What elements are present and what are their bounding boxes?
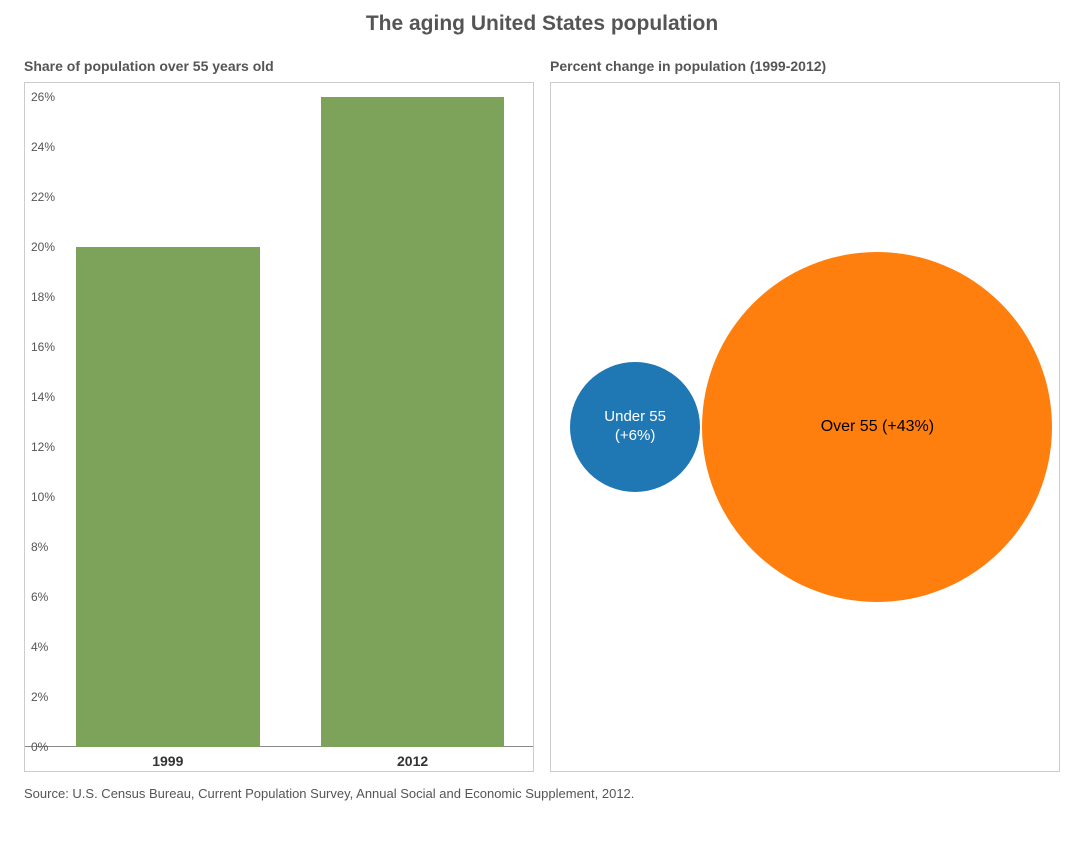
- bar-chart-y-tick: 6%: [31, 590, 48, 604]
- bar-chart-box: 0% 2% 4% 6% 8% 10% 12% 14% 16% 18% 20% 22% 24% 26% 199…: [24, 82, 534, 772]
- bar-chart-title: Share of population over 55 years old: [24, 58, 534, 74]
- bar-chart-y-tick: 22%: [31, 190, 55, 204]
- bar-chart-y-tick: 2%: [31, 690, 48, 704]
- bar-chart-y-tick: 26%: [31, 90, 55, 104]
- bar-chart-y-tick: 10%: [31, 490, 55, 504]
- bubble-chart-title: Percent change in population (1999-2012): [550, 58, 1060, 74]
- bar-chart-y-tick: 18%: [31, 290, 55, 304]
- bar-chart-y-tick: 12%: [31, 440, 55, 454]
- bar-chart-y-tick: 24%: [31, 140, 55, 154]
- bar-chart-y-tick: 8%: [31, 540, 48, 554]
- bubble-label: Over 55 (+43%): [821, 417, 934, 437]
- bar-chart-y-tick: 0%: [31, 740, 48, 754]
- bar-chart-y-tick: 16%: [31, 340, 55, 354]
- bar-chart-y-tick: 14%: [31, 390, 55, 404]
- bar: [321, 97, 505, 747]
- bubble-chart-area: Under 55(+6%) Over 55 (+43%): [551, 83, 1059, 771]
- bubble-chart-panel: Percent change in population (1999-2012)…: [550, 58, 1060, 772]
- bar-chart-panel: Share of population over 55 years old 0%…: [24, 58, 534, 772]
- bar-chart-x-label: 1999: [152, 753, 183, 769]
- bar-chart-y-tick: 4%: [31, 640, 48, 654]
- bubble: Over 55 (+43%): [702, 252, 1052, 602]
- source-text: Source: U.S. Census Bureau, Current Popu…: [0, 772, 1084, 801]
- panels: Share of population over 55 years old 0%…: [0, 58, 1084, 772]
- bubble-label: Under 55(+6%): [604, 408, 666, 446]
- bar-chart-x-label: 2012: [397, 753, 428, 769]
- main-title: The aging United States population: [0, 12, 1084, 36]
- bar-chart-area: 0% 2% 4% 6% 8% 10% 12% 14% 16% 18% 20% 22% 24% 26% 199…: [25, 83, 533, 771]
- bubble: Under 55(+6%): [570, 362, 700, 492]
- bar-chart-y-tick: 20%: [31, 240, 55, 254]
- bubble-chart-box: Under 55(+6%) Over 55 (+43%): [550, 82, 1060, 772]
- bar: [76, 247, 260, 747]
